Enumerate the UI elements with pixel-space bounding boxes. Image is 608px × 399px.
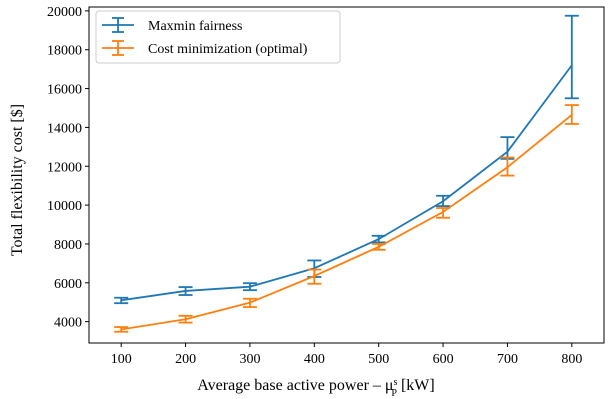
error-bar bbox=[500, 156, 515, 177]
series-layer bbox=[114, 14, 579, 333]
error-bar bbox=[114, 326, 129, 333]
y-tick-label: 14000 bbox=[47, 121, 82, 136]
error-bar bbox=[564, 104, 579, 125]
legend: Maxmin fairness Cost minimization (optima… bbox=[95, 10, 341, 64]
legend-entry: Cost minimization (optimal) bbox=[102, 40, 308, 57]
error-bar bbox=[436, 207, 451, 219]
y-tick-label: 12000 bbox=[47, 160, 82, 175]
x-tick-label: 700 bbox=[497, 352, 518, 367]
y-tick-label: 8000 bbox=[54, 238, 82, 253]
x-axis-title: Average base active power – μs P [kW] bbox=[197, 377, 434, 399]
y-tick-label: 16000 bbox=[47, 83, 82, 98]
y-tick-label: 20000 bbox=[47, 5, 82, 20]
error-bar bbox=[371, 243, 386, 251]
error-bar bbox=[307, 268, 322, 285]
error-bar bbox=[114, 296, 129, 305]
series-line bbox=[121, 64, 573, 302]
legend-label: Maxmin fairness bbox=[148, 19, 242, 34]
x-tick-label: 300 bbox=[239, 352, 260, 367]
y-tick-label: 18000 bbox=[47, 44, 82, 59]
x-tick-label: 100 bbox=[111, 352, 132, 367]
plot-frame bbox=[88, 6, 605, 344]
y-axis-ticks: 4000 6000 8000 10000 12000 14000 16000 18000 200… bbox=[47, 5, 89, 331]
series-2 bbox=[114, 104, 579, 333]
y-axis-title: Total flexibility cost [$] bbox=[9, 104, 26, 256]
x-tick-label: 400 bbox=[304, 352, 325, 367]
x-tick-label: 200 bbox=[175, 352, 196, 367]
error-bar bbox=[242, 282, 257, 292]
error-bar bbox=[371, 234, 386, 244]
error-bar bbox=[178, 286, 193, 296]
error-bar bbox=[242, 297, 257, 308]
legend-entry: Maxmin fairness bbox=[102, 17, 242, 34]
x-axis-ticks: 100 200 300 400 500 600 700 800 bbox=[111, 343, 582, 367]
error-bar bbox=[436, 194, 451, 207]
error-bar bbox=[564, 14, 579, 100]
y-tick-label: 6000 bbox=[54, 277, 82, 292]
x-tick-label: 500 bbox=[368, 352, 389, 367]
y-tick-label: 4000 bbox=[54, 316, 82, 331]
legend-label: Cost minimization (optimal) bbox=[148, 42, 308, 57]
series-line bbox=[121, 114, 573, 331]
x-tick-label: 600 bbox=[433, 352, 454, 367]
x-tick-label: 800 bbox=[561, 352, 582, 367]
legend-box bbox=[95, 10, 341, 64]
error-bar bbox=[178, 314, 193, 324]
y-tick-label: 10000 bbox=[47, 199, 82, 214]
